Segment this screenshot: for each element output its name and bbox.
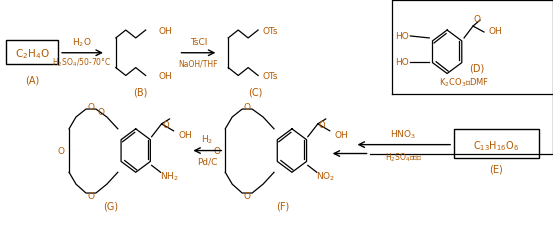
Text: O: O [162,121,169,130]
Text: H$_2$SO$_4$，醋酸: H$_2$SO$_4$，醋酸 [384,151,422,163]
Text: C$_2$H$_4$O: C$_2$H$_4$O [15,47,50,60]
Text: O: O [214,146,221,155]
Text: (G): (G) [103,201,119,211]
Text: (B): (B) [134,87,148,97]
Bar [6,41,58,64]
Text: OH: OH [178,131,192,140]
Text: TsCl: TsCl [189,38,207,47]
Text: (F): (F) [276,201,290,211]
Text: OH: OH [158,26,172,35]
Text: NaOH/THF: NaOH/THF [178,59,218,68]
Text: Pd/C: Pd/C [197,157,218,166]
Text: HO: HO [396,32,409,41]
Text: OH: OH [489,26,502,35]
Text: H$_2$: H$_2$ [201,133,213,145]
Text: O: O [244,102,250,111]
Text: (A): (A) [25,75,39,85]
Text: K$_2$CO$_3$，DMF: K$_2$CO$_3$，DMF [439,76,489,88]
Text: O: O [319,121,325,130]
Text: HO: HO [396,58,409,67]
Text: NO$_2$: NO$_2$ [316,169,335,182]
Text: OTs: OTs [262,72,278,81]
Text: OTs: OTs [262,26,278,35]
Text: (D): (D) [469,63,485,73]
Text: C$_{13}$H$_{16}$O$_6$: C$_{13}$H$_{16}$O$_6$ [473,138,519,152]
Text: O: O [88,192,94,201]
Text: HNO$_3$: HNO$_3$ [390,128,417,140]
Text: O: O [244,192,250,201]
Text: O: O [474,15,480,24]
Text: OH: OH [158,72,172,81]
Text: O: O [88,102,94,111]
Text: H$_2$SO$_4$/50-70°C: H$_2$SO$_4$/50-70°C [52,56,112,69]
Text: O: O [58,146,65,155]
Bar [454,129,538,159]
Text: O: O [98,107,104,116]
Text: OH: OH [335,131,348,140]
Text: (E): (E) [489,164,503,174]
Text: (C): (C) [248,87,262,97]
Text: H$_2$O: H$_2$O [72,36,92,49]
Text: NH$_2$: NH$_2$ [160,169,178,182]
